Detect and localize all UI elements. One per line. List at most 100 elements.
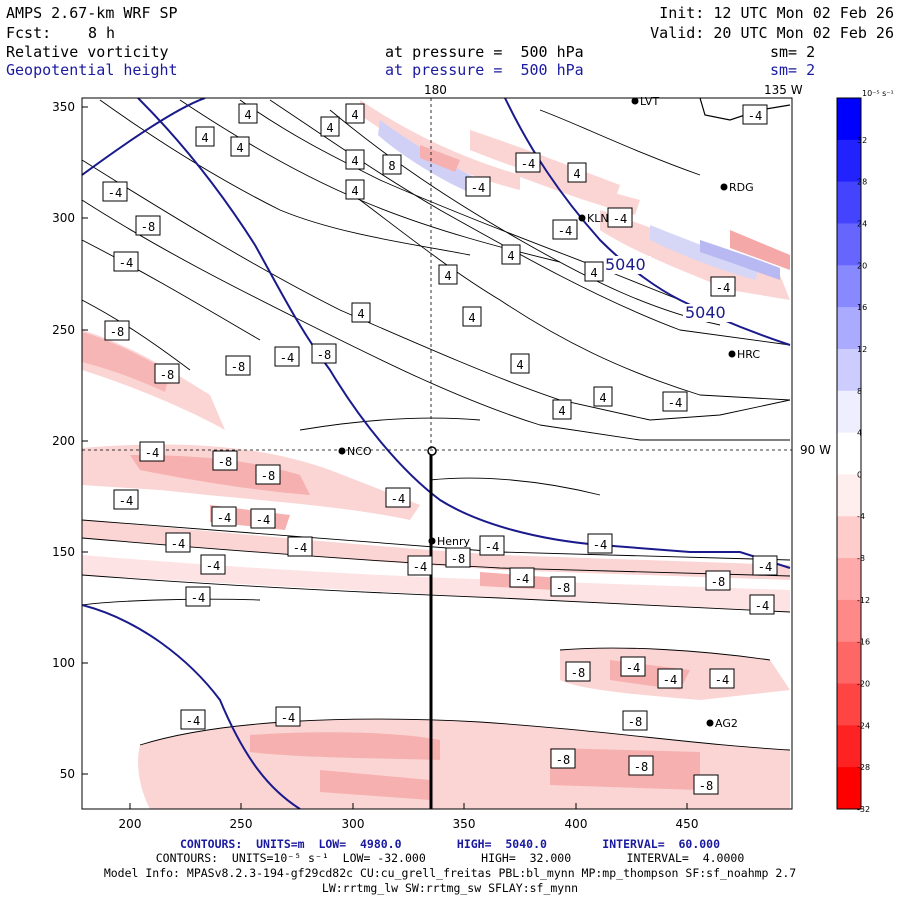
stations-layer: LVT RDG KLN HRC NCO Henry AG2 [338, 95, 760, 730]
vorticity-label-box [705, 570, 731, 591]
vorticity-label-box [225, 355, 251, 376]
vorticity-label: -4 [293, 541, 307, 555]
colorbar-label: -28 [857, 763, 870, 772]
colorbar-label: -24 [857, 721, 870, 730]
vorticity-label-box [465, 176, 491, 197]
x-axis: 200 250 300 350 400 450 [119, 803, 698, 831]
meridian-label-90w: 90 W [800, 443, 831, 457]
vorticity-label-box [250, 508, 276, 529]
colorbar-label: 0 [857, 470, 862, 479]
vorticity-label: 4 [236, 141, 243, 155]
station-label: RDG [729, 181, 754, 194]
vorticity-label: -4 [217, 511, 231, 525]
vorticity-labels: 4 4 4 4 4 4 8 4 -4 4 4 -4 4 4 4 -4 -4 4 4 4 4 -4 -4 -4 -4 -8 -4 -8 -… [102, 103, 778, 795]
vorticity-label-box [620, 656, 646, 677]
vorticity-label-box [345, 103, 365, 124]
vorticity-label-box [462, 306, 482, 327]
vorticity-label-box [709, 668, 735, 689]
vorticity-label-box [345, 149, 365, 170]
colorbar-label: 16 [857, 303, 867, 312]
vorticity-label: -8 [317, 348, 331, 362]
footer-model-info: Model Info: MPASv8.2.3-194-gf29cd82c CU:… [103, 866, 797, 880]
vorticity-label: -8 [451, 552, 465, 566]
vorticity-label-box [550, 748, 576, 769]
vorticity-label: -4 [119, 494, 133, 508]
colorbar-segment [837, 474, 861, 517]
vorticity-label: -4 [471, 181, 485, 195]
vorticity-label-box [552, 399, 572, 420]
vorticity-label: -4 [485, 540, 499, 554]
vorticity-label-box [710, 276, 736, 297]
colorbar-segment [837, 98, 861, 141]
vorticity-label: 8 [388, 159, 395, 173]
vorticity-label: -4 [758, 560, 772, 574]
vorticity-label-box [113, 489, 139, 510]
vorticity-label-box [211, 506, 237, 527]
vorticity-label: -8 [711, 575, 725, 589]
vorticity-label-box [622, 710, 648, 731]
vorticity-label-box [752, 555, 778, 576]
station-marker [338, 447, 346, 455]
vorticity-label: -4 [280, 351, 294, 365]
colorbar-segment [837, 641, 861, 685]
colorbar-label: -20 [857, 680, 870, 689]
vorticity-label: -4 [171, 537, 185, 551]
vorticity-label-box [287, 536, 313, 557]
vorticity-label-box [382, 154, 402, 175]
field2-level: at pressure = 500 hPa [385, 61, 584, 79]
vorticity-label: -8 [556, 753, 570, 767]
colorbar-segment [837, 223, 861, 266]
meridian-label-135w: 135 W [764, 83, 803, 97]
vorticity-label: -4 [748, 109, 762, 123]
model-title: AMPS 2.67-km WRF SP [6, 4, 178, 22]
vorticity-label: 4 [507, 249, 514, 263]
vorticity-label: -4 [521, 157, 535, 171]
vorticity-label: 4 [244, 108, 251, 122]
colorbar-segment [837, 558, 861, 601]
field1-smoothing: sm= 2 [770, 43, 816, 61]
vorticity-label: -4 [108, 186, 122, 200]
shading-layer [82, 100, 791, 809]
field2-name: Geopotential height [6, 61, 178, 79]
y-tick-label: 200 [52, 434, 75, 448]
vorticity-label: -4 [593, 538, 607, 552]
y-tick-label: 100 [52, 656, 75, 670]
vorticity-label: 4 [351, 154, 358, 168]
colorbar-label: 4 [857, 429, 862, 438]
vorticity-label-box [104, 320, 130, 341]
vorticity-label: -8 [571, 666, 585, 680]
colorbar-label: -4 [857, 512, 865, 521]
vorticity-label: 4 [599, 391, 606, 405]
vorticity-label: -4 [191, 591, 205, 605]
center-marker [427, 446, 437, 456]
y-tick-label: 350 [52, 100, 75, 114]
x-tick-label: 200 [119, 817, 142, 831]
station-marker [720, 183, 728, 191]
vorticity-label-box [345, 179, 365, 200]
colorbar-segment [837, 265, 861, 308]
colorbar-label: 12 [857, 345, 867, 354]
colorbar-segment [837, 725, 861, 768]
vorticity-label: -4 [119, 256, 133, 270]
vorticity-label: -4 [256, 513, 270, 527]
vorticity-label: 4 [351, 184, 358, 198]
colorbar-label: 32 [857, 136, 867, 145]
vorticity-label-box [550, 576, 576, 597]
y-tick-label: 250 [52, 323, 75, 337]
vorticity-label: -4 [613, 212, 627, 226]
vorticity-label: -4 [626, 661, 640, 675]
station-label: LVT [640, 95, 659, 108]
vorticity-label: 4 [590, 266, 597, 280]
colorbar-segment [837, 139, 861, 183]
footer-model-info-2: LW:rrtmg_lw SW:rrtmg_sw SFLAY:sf_mynn [321, 881, 579, 895]
station-marker [578, 214, 586, 222]
x-tick-label: 300 [342, 817, 365, 831]
station-label: KLN [587, 212, 609, 225]
colorbar-segment [837, 516, 861, 559]
vorticity-label-box [657, 668, 683, 689]
colorbar-label: -32 [857, 805, 870, 814]
colorbar-segment [837, 767, 861, 810]
graticule [82, 98, 792, 451]
vorticity-label-box [113, 251, 139, 272]
